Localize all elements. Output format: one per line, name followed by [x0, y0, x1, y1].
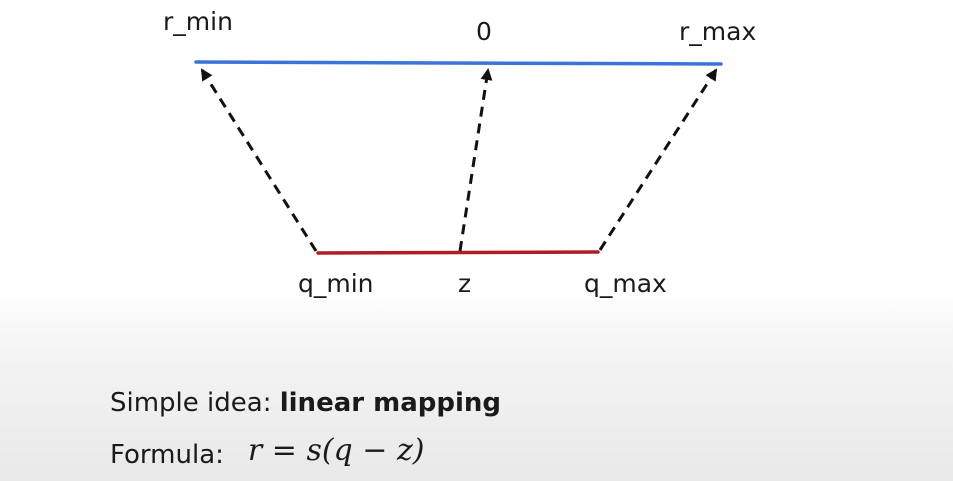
- formula-math: r = s(q − z): [247, 433, 425, 468]
- quantized-range-line: [316, 250, 600, 255]
- caption-idea-bold: linear mapping: [279, 388, 502, 418]
- label-zero: 0: [476, 17, 492, 46]
- label-q-min: q_min: [298, 269, 374, 298]
- caption-idea-prefix: Simple idea:: [110, 388, 280, 418]
- arrow-z-to-zero: [458, 68, 493, 252]
- quantization-mapping-diagram: r_min 0 r_max q_min z q_max: [163, 7, 756, 298]
- caption-formula-line: Formula: r = s(q − z): [110, 433, 425, 471]
- label-r-min: r_min: [163, 7, 233, 36]
- arrow-qmin-to-rmin: [200, 68, 318, 252]
- label-r-max: r_max: [679, 17, 756, 46]
- label-z: z: [458, 269, 471, 298]
- arrow-qmax-to-rmax: [598, 68, 718, 251]
- real-range-line: [194, 60, 723, 66]
- caption-formula-prefix: Formula:: [110, 440, 224, 470]
- caption-idea-line: Simple idea: linear mapping: [110, 388, 501, 418]
- label-q-max: q_max: [584, 269, 667, 298]
